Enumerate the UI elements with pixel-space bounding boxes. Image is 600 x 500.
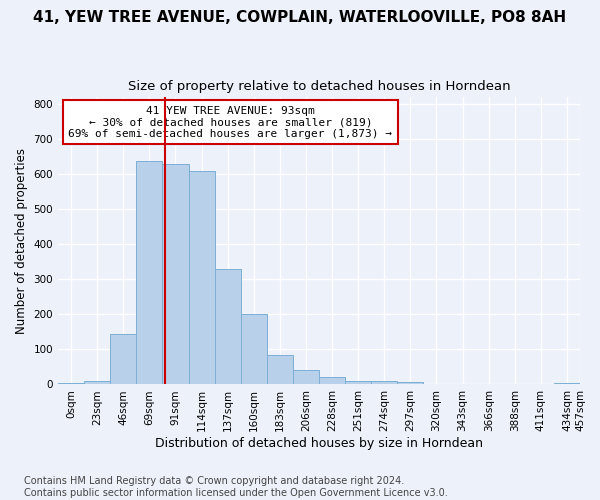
Y-axis label: Number of detached properties: Number of detached properties [15,148,28,334]
Text: Contains HM Land Registry data © Crown copyright and database right 2024.
Contai: Contains HM Land Registry data © Crown c… [24,476,448,498]
Bar [58,382,84,384]
Bar [241,314,267,384]
Bar [371,381,397,384]
Bar [84,381,110,384]
Title: Size of property relative to detached houses in Horndean: Size of property relative to detached ho… [128,80,511,93]
Bar [215,270,241,384]
Bar [163,164,188,384]
Bar [136,161,163,384]
Bar [188,172,215,384]
Bar [293,370,319,384]
X-axis label: Distribution of detached houses by size in Horndean: Distribution of detached houses by size … [155,437,483,450]
Bar [267,356,293,384]
Bar [554,382,580,384]
Text: 41, YEW TREE AVENUE, COWPLAIN, WATERLOOVILLE, PO8 8AH: 41, YEW TREE AVENUE, COWPLAIN, WATERLOOV… [34,10,566,25]
Bar [319,376,345,384]
Text: 41 YEW TREE AVENUE: 93sqm
← 30% of detached houses are smaller (819)
69% of semi: 41 YEW TREE AVENUE: 93sqm ← 30% of detac… [68,106,392,139]
Bar [110,334,136,384]
Bar [397,382,424,384]
Bar [345,381,371,384]
